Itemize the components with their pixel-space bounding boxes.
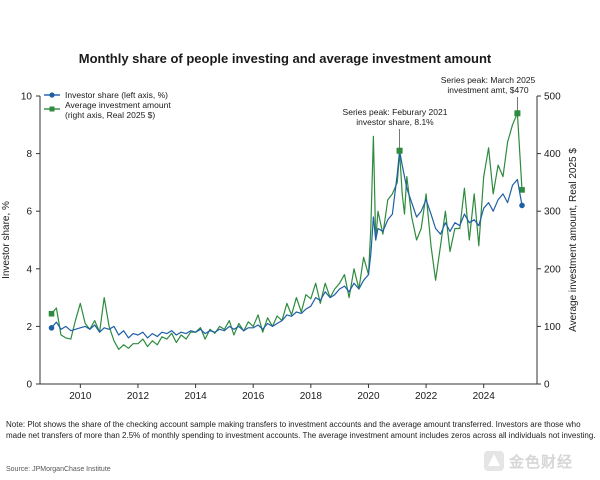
series-line-investment-amount <box>51 112 523 350</box>
y-axis-right-label: Average investment amount, Real 2025 $ <box>568 148 579 332</box>
chart-note: Note: Plot shows the share of the checki… <box>6 420 596 440</box>
legend-swatch-marker <box>49 92 55 98</box>
series-start-point <box>48 310 55 317</box>
annotation-peak-marker <box>396 147 403 154</box>
x-tick-label: 2012 <box>127 391 150 402</box>
chart-source: Source: JPMorganChase Institute <box>6 466 111 473</box>
x-tick-label: 2010 <box>69 391 92 402</box>
series-end-point <box>519 202 525 209</box>
watermark-logo-icon <box>484 451 504 471</box>
series-start-point <box>48 325 55 331</box>
annotation-text-line: investor share, 8.1% <box>356 117 434 127</box>
y-tick-left-label: 10 <box>21 92 33 103</box>
annotation-text-line: Series peak: Feburary 2021 <box>343 107 448 117</box>
y-tick-right-label: 400 <box>544 149 561 160</box>
y-tick-left-label: 8 <box>26 149 32 160</box>
x-tick-label: 2024 <box>473 391 496 402</box>
y-axis-left-label: Investor share, % <box>1 201 12 279</box>
annotation-text-line: investment amt, $470 <box>447 85 529 95</box>
legend-label-investor-share: Investor share (left axis, %) <box>65 90 168 100</box>
annotation-peak-marker <box>514 110 521 117</box>
annotation-text-line: Series peak: March 2025 <box>441 75 536 85</box>
series-line-investor-share <box>51 150 523 339</box>
watermark: 金色财经 <box>483 450 595 472</box>
watermark-text: 金色财经 <box>509 452 574 471</box>
x-tick-label: 2016 <box>242 391 265 402</box>
y-tick-left-label: 0 <box>26 380 32 391</box>
legend: Investor share (left axis, %)Average inv… <box>44 90 171 120</box>
legend-label-investment-amount: Average investment amount <box>65 100 171 110</box>
legend-swatch-marker <box>49 106 55 112</box>
y-tick-right-label: 200 <box>544 264 561 275</box>
x-tick-label: 2020 <box>357 391 380 402</box>
series-layer <box>48 112 525 350</box>
y-tick-left-label: 2 <box>26 322 32 333</box>
y-tick-right-label: 300 <box>544 207 561 218</box>
legend-label-investment-amount: (right axis, Real 2025 $) <box>65 110 155 120</box>
x-tick-label: 2014 <box>184 391 207 402</box>
chart-title: Monthly share of people investing and av… <box>79 51 492 66</box>
x-tick-label: 2018 <box>300 391 323 402</box>
y-tick-right-label: 0 <box>544 380 550 391</box>
x-tick-label: 2022 <box>415 391 438 402</box>
y-tick-right-label: 500 <box>544 92 561 103</box>
series-end-point <box>519 187 525 193</box>
y-tick-right-label: 100 <box>544 322 561 333</box>
y-tick-left-label: 6 <box>26 207 32 218</box>
y-tick-left-label: 4 <box>26 264 32 275</box>
